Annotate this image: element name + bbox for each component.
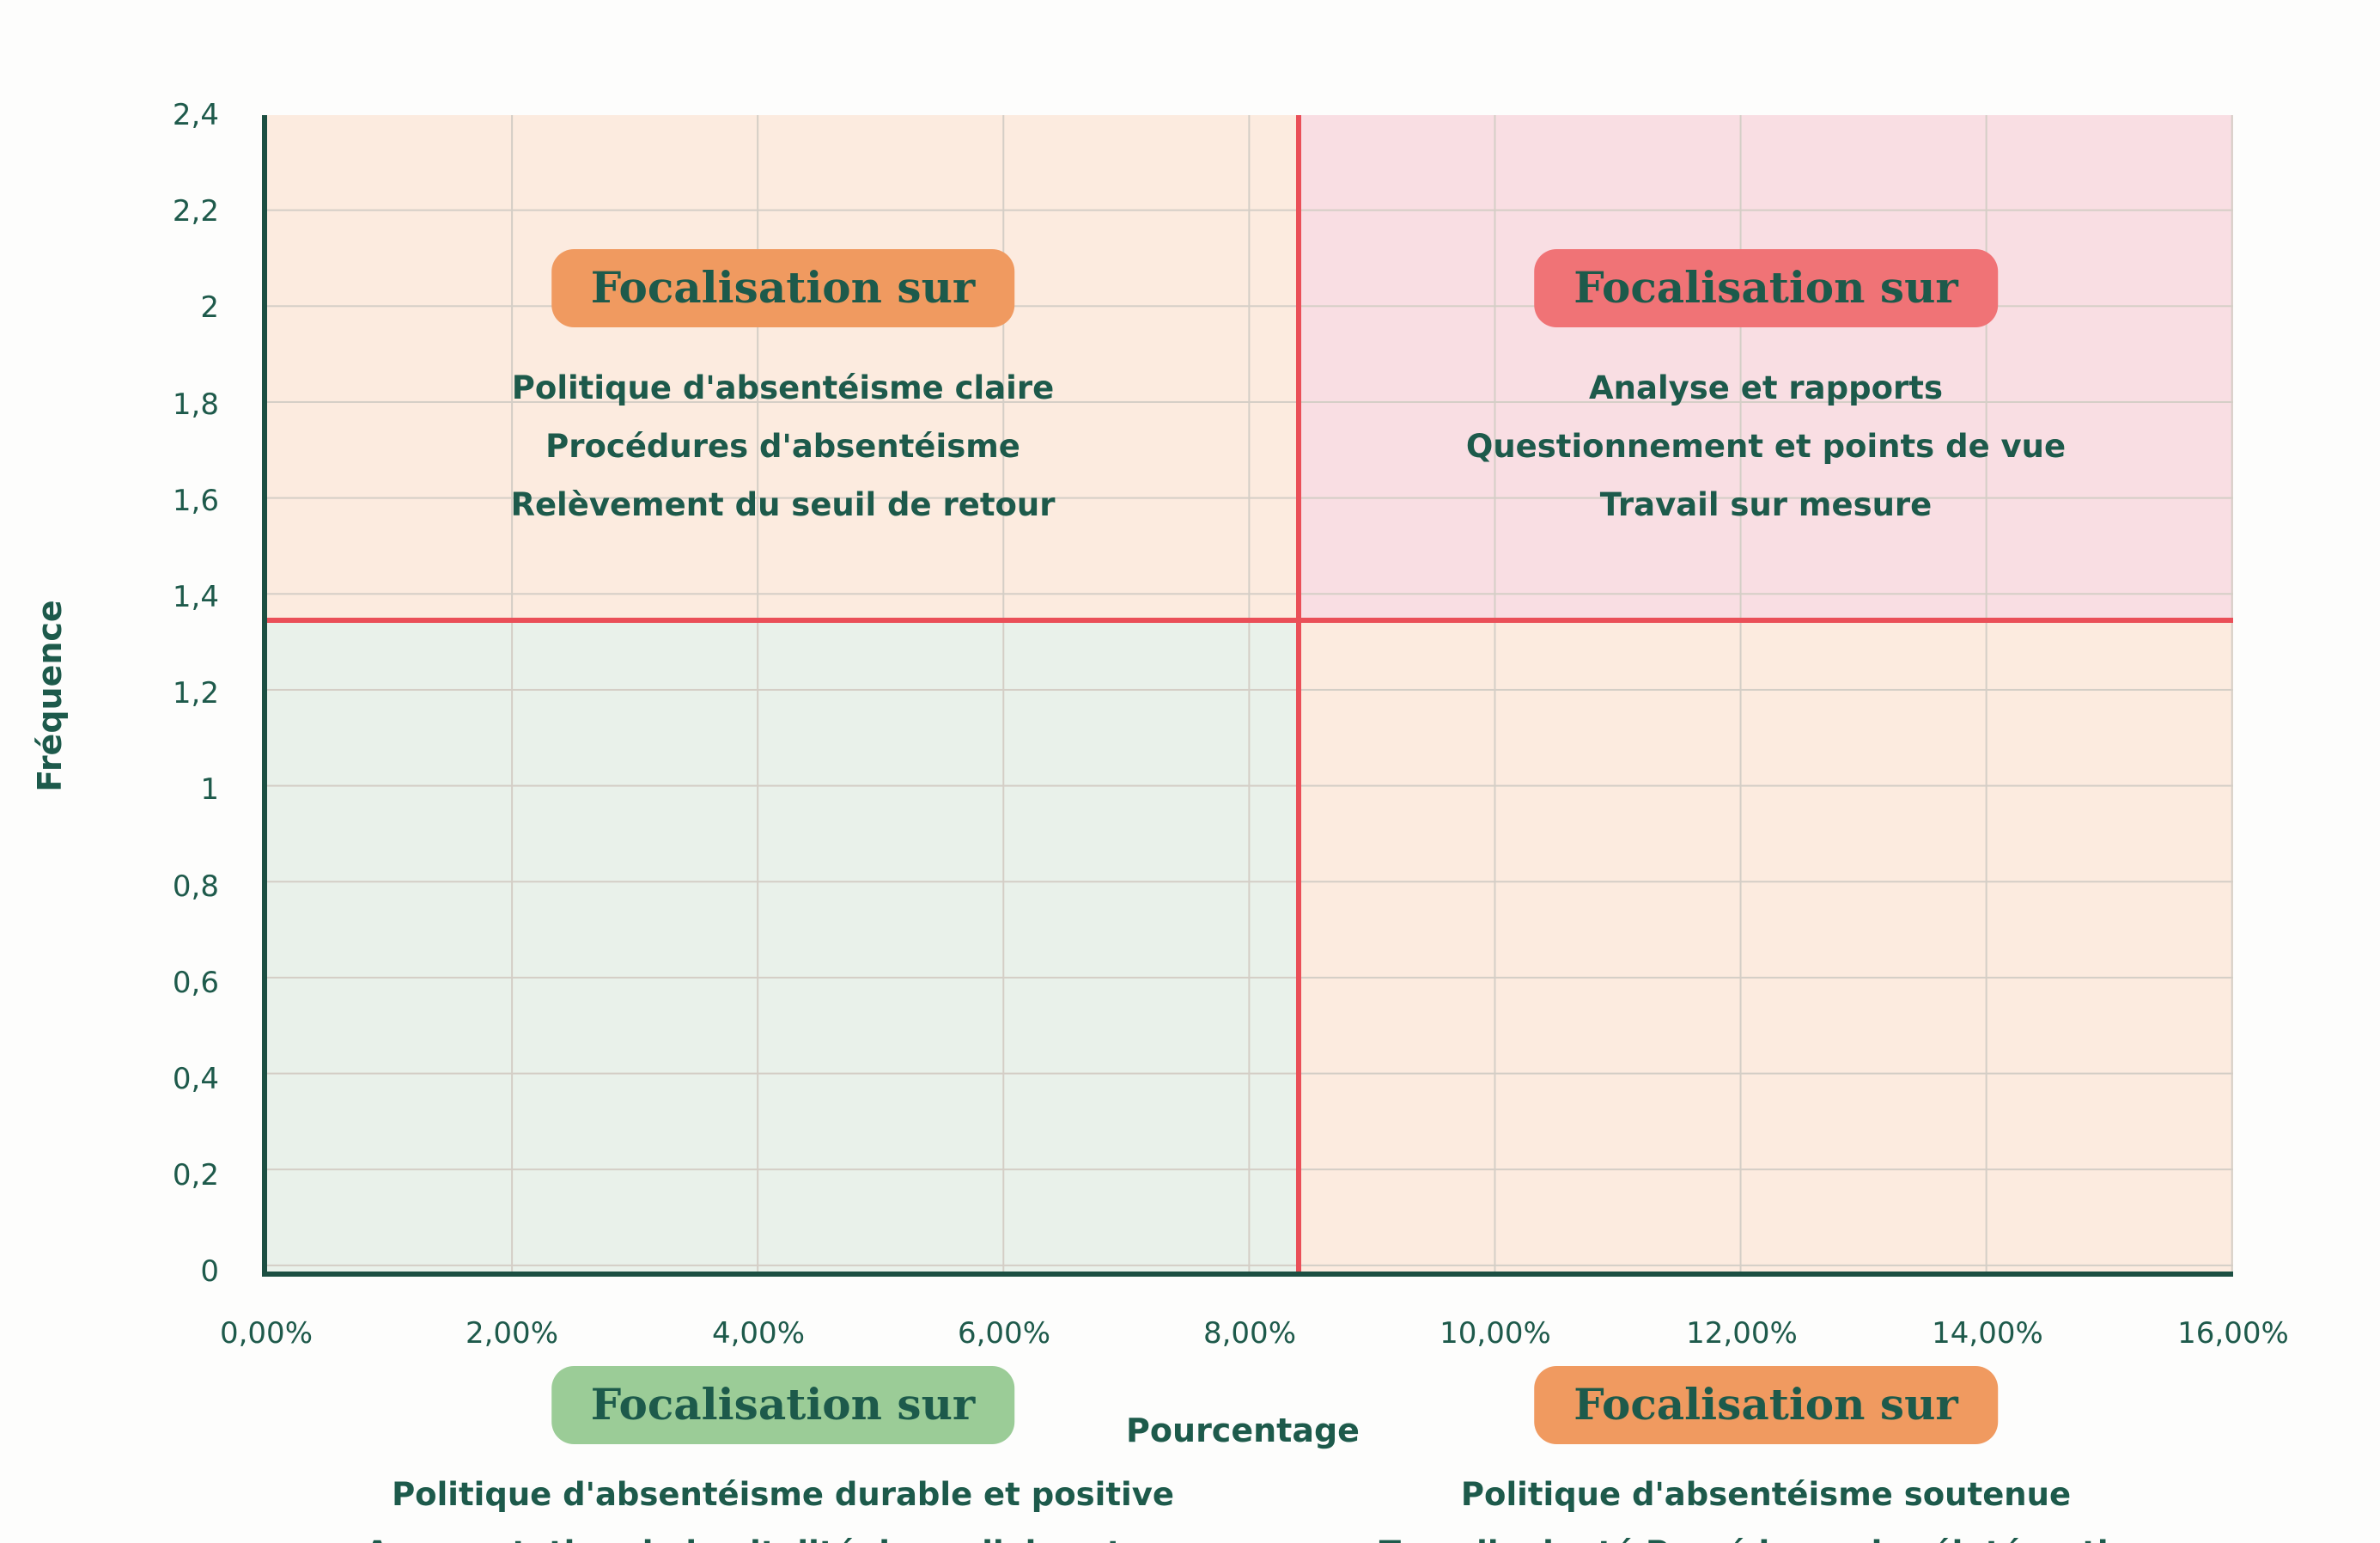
x-tick-label: 2,00% bbox=[465, 1316, 558, 1351]
y-tick-label: 2 bbox=[200, 290, 219, 325]
y-tick-label: 1,2 bbox=[172, 676, 219, 711]
x-tick-label: 0,00% bbox=[219, 1316, 313, 1351]
quadrant-item: Relèvement du seuil de retour bbox=[510, 486, 1056, 523]
quadrant-item: Procédures d'absentéisme bbox=[545, 428, 1020, 465]
x-tick-label: 16,00% bbox=[2177, 1316, 2289, 1351]
y-tick-label: 1 bbox=[200, 772, 219, 807]
y-tick-label: 1,8 bbox=[172, 387, 219, 422]
quadrant-item: Travail sur mesure bbox=[1599, 486, 1933, 523]
vertical-divider-line bbox=[1296, 115, 1301, 1272]
quadrant-bottom-left-region bbox=[267, 620, 1299, 1272]
quadrant-item-list: Politique d'absentéisme soutenue Travail… bbox=[1299, 1466, 2233, 1543]
y-tick-label: 0,2 bbox=[172, 1158, 219, 1192]
y-tick-label: 0,8 bbox=[172, 869, 219, 904]
quadrant-badge: Focalisation sur bbox=[1534, 249, 1998, 327]
quadrant-item: Politique d'absentéisme claire bbox=[511, 369, 1055, 406]
quadrant-bottom-right-region bbox=[1299, 620, 2233, 1272]
x-tick-label: 8,00% bbox=[1202, 1316, 1296, 1351]
x-tick-label: 6,00% bbox=[957, 1316, 1050, 1351]
x-tick-label: 14,00% bbox=[1932, 1316, 2043, 1351]
quadrant-item: Politique d'absentéisme soutenue bbox=[1460, 1476, 2072, 1513]
quadrant-badge: Focalisation sur bbox=[1534, 1366, 1998, 1444]
x-tick-label: 10,00% bbox=[1440, 1316, 1551, 1351]
y-tick-label: 0 bbox=[200, 1254, 219, 1289]
quadrant-item: Politique d'absentéisme durable et posit… bbox=[392, 1476, 1174, 1513]
y-tick-label: 1,4 bbox=[172, 580, 219, 614]
x-tick-label: 12,00% bbox=[1686, 1316, 1798, 1351]
quadrant-item-list: Politique d'absentéisme claire Procédure… bbox=[267, 359, 1299, 534]
plot-area: Focalisation sur Politique d'absentéisme… bbox=[262, 115, 2233, 1543]
quadrant-badge: Focalisation sur bbox=[551, 249, 1015, 327]
y-tick-label: 1,6 bbox=[172, 484, 219, 518]
x-tick-label: 4,00% bbox=[711, 1316, 805, 1351]
quadrant-badge: Focalisation sur bbox=[551, 1366, 1015, 1444]
quadrant-item: Travail adapté Procédures de réintégrati… bbox=[1299, 1524, 2233, 1543]
y-tick-label: 0,4 bbox=[172, 1062, 219, 1096]
quadrant-item: Augmentation de la vitalité des collabor… bbox=[267, 1524, 1299, 1543]
horizontal-divider-line bbox=[267, 618, 2233, 623]
quadrant-item-list: Analyse et rapports Questionnement et po… bbox=[1299, 359, 2233, 534]
y-tick-label: 2,4 bbox=[172, 98, 219, 132]
y-tick-label: 2,2 bbox=[172, 194, 219, 229]
quadrant-item: Questionnement et points de vue bbox=[1465, 428, 2067, 465]
x-axis-title: Pourcentage bbox=[1126, 1412, 1360, 1449]
quadrant-item: Analyse et rapports bbox=[1589, 369, 1943, 406]
quadrant-item-list: Politique d'absentéisme durable et posit… bbox=[267, 1466, 1299, 1543]
y-tick-label: 0,6 bbox=[172, 966, 219, 1000]
